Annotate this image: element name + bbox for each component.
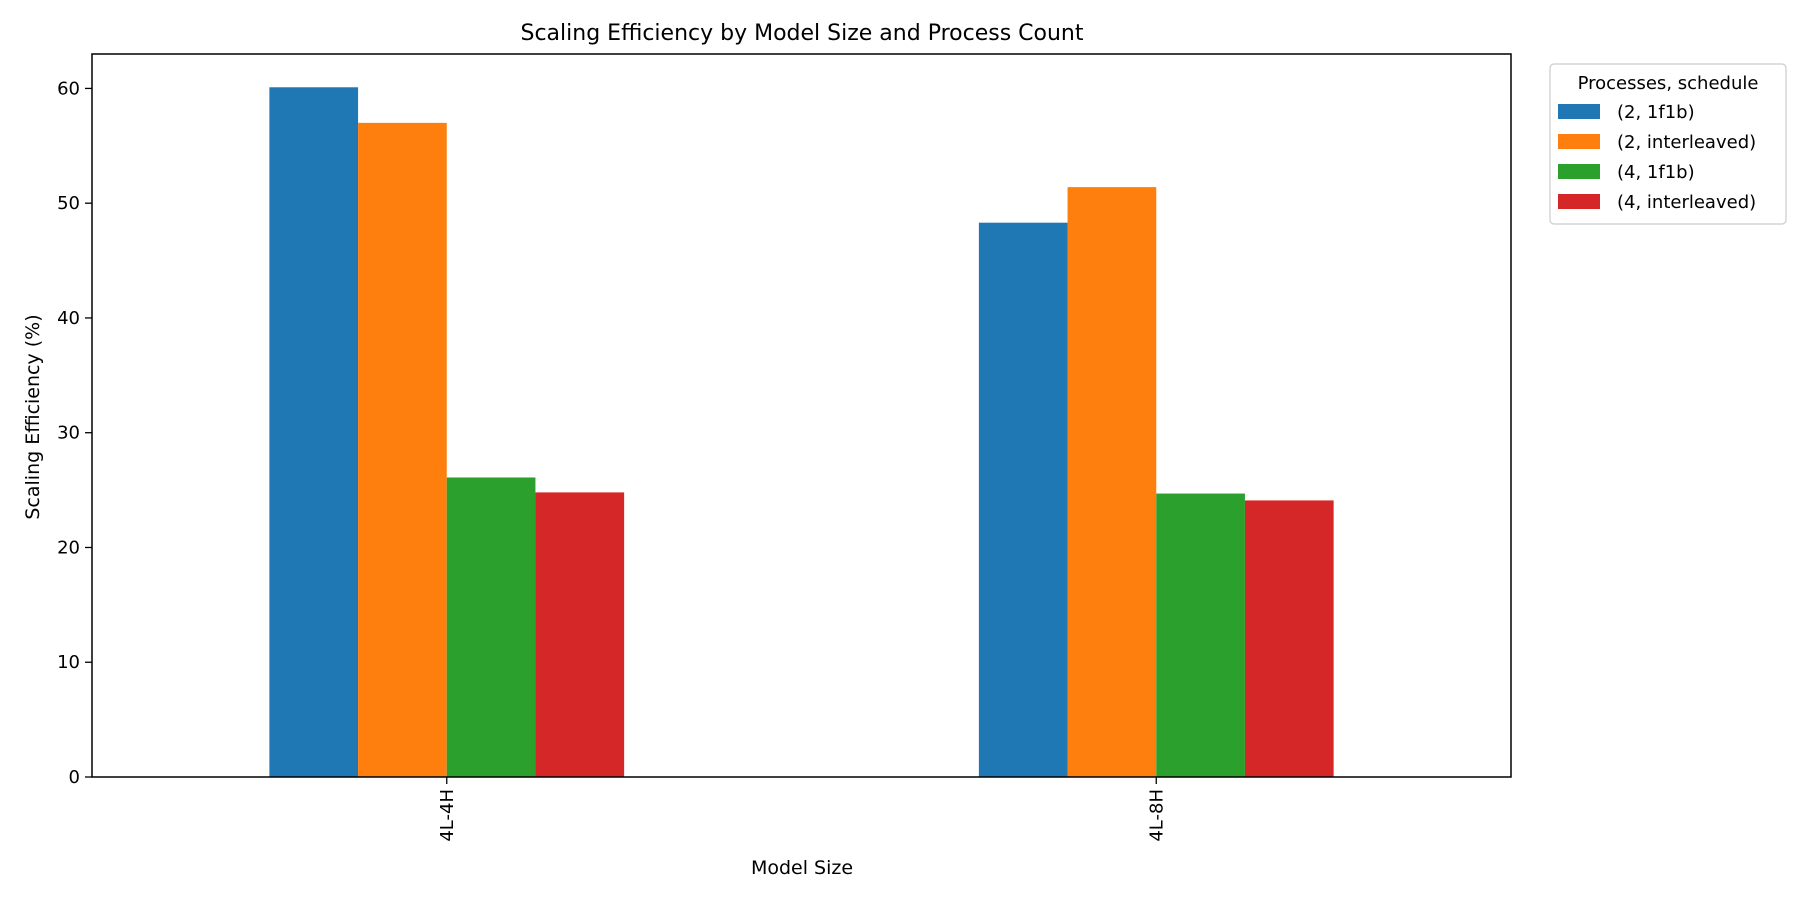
y-axis-label: Scaling Efficiency (%) (22, 314, 44, 519)
legend-label: (4, 1f1b) (1617, 162, 1695, 183)
y-tick-label: 30 (57, 423, 80, 444)
legend-swatch (1558, 164, 1600, 179)
legend-label: (2, 1f1b) (1617, 102, 1695, 123)
y-axis: 0 10 20 30 40 50 60 (57, 78, 92, 788)
bar-4-interleaved-4l-8h (1244, 500, 1334, 777)
plot-frame (91, 53, 1512, 778)
y-tick-label: 60 (57, 78, 80, 99)
x-axis: 4L-4H 4L-8H (437, 777, 1167, 842)
bar-2-1f1b-4l-8h (978, 222, 1068, 777)
x-tick-label: 4L-8H (1146, 789, 1167, 842)
bar-4-interleaved-4l-4h (535, 492, 625, 777)
y-tick-label: 40 (57, 308, 80, 329)
chart-title: Scaling Efficiency by Model Size and Pro… (521, 21, 1084, 46)
bar-2-interleaved-4l-8h (1067, 187, 1157, 777)
y-tick-label: 20 (57, 537, 80, 558)
legend-label: (2, interleaved) (1617, 132, 1756, 153)
bar-4-1f1b-4l-4h (446, 477, 536, 777)
bar-2-interleaved-4l-4h (358, 122, 447, 778)
legend-label: (4, interleaved) (1617, 192, 1756, 213)
legend-box (1549, 63, 1787, 225)
bar-4-1f1b-4l-8h (1156, 493, 1245, 777)
y-tick-label: 50 (57, 193, 80, 214)
legend-swatch (1558, 194, 1600, 209)
legend: Processes, schedule (2, 1f1b) (2, interle… (1549, 63, 1787, 225)
plot-area (91, 53, 1512, 778)
legend-swatch (1558, 104, 1600, 119)
legend-swatch (1558, 134, 1600, 149)
x-tick-label: 4L-4H (437, 789, 458, 842)
bar-2-1f1b-4l-4h (269, 87, 359, 777)
legend-items: (2, 1f1b) (2, interleaved) (4, 1f1b) (4, in… (1558, 102, 1756, 213)
y-tick-label: 10 (57, 652, 80, 673)
legend-title: Processes, schedule (1578, 73, 1759, 94)
x-axis-label: Model Size (751, 857, 853, 879)
y-tick-label: 0 (69, 767, 80, 788)
